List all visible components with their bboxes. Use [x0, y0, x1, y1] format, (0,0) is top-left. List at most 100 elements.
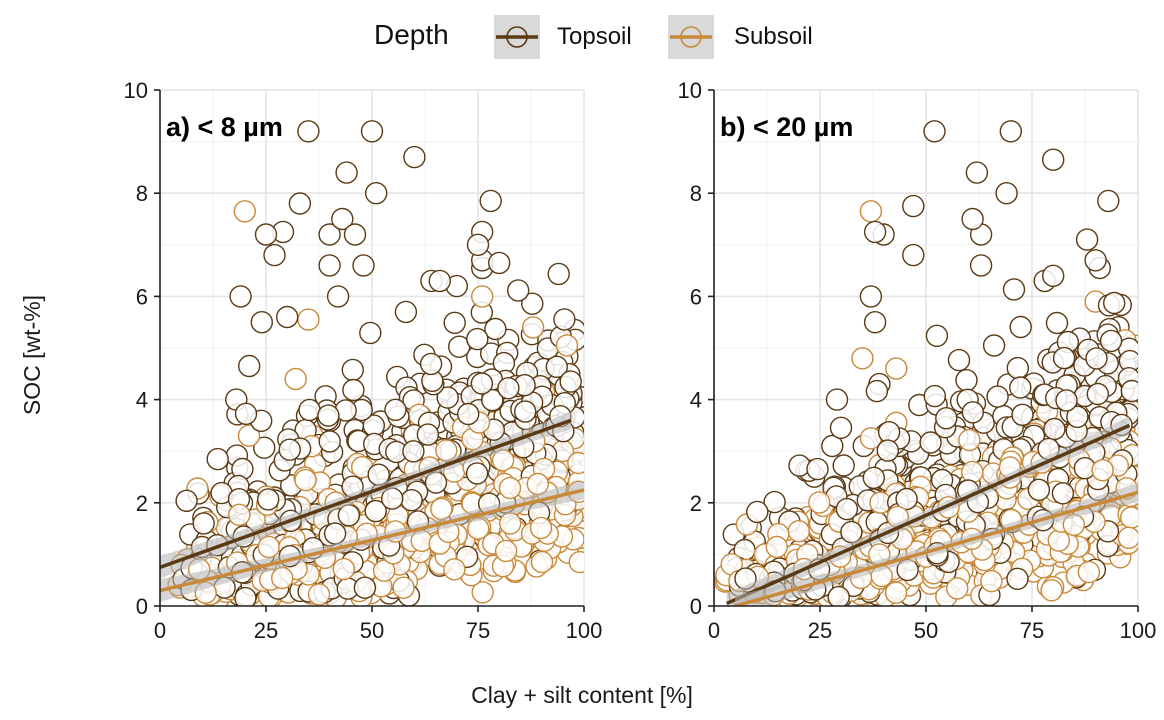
- point-topsoil: [995, 181, 1018, 205]
- point-topsoil: [436, 386, 459, 409]
- points-layer: [714, 120, 1138, 606]
- point-topsoil: [961, 401, 984, 424]
- point-topsoil: [835, 497, 859, 521]
- point-topsoil: [253, 436, 276, 459]
- x-tick-label: 100: [1120, 618, 1157, 643]
- point-topsoil: [278, 438, 301, 461]
- y-tick-label: 10: [124, 78, 148, 103]
- panel-title: b) < 20 µm: [720, 112, 853, 142]
- point-topsoil: [1052, 346, 1076, 370]
- point-topsoil: [466, 233, 490, 257]
- point-subsoil: [859, 200, 883, 223]
- point-topsoil: [342, 378, 365, 402]
- point-topsoil: [263, 243, 286, 267]
- point-subsoil: [443, 558, 466, 581]
- point-topsoil: [547, 262, 570, 286]
- point-topsoil: [1086, 382, 1110, 406]
- point-subsoil: [1040, 579, 1063, 602]
- point-topsoil: [337, 504, 361, 527]
- y-tick-label: 6: [690, 284, 702, 309]
- point-topsoil: [961, 207, 984, 231]
- point-topsoil: [895, 487, 918, 511]
- confidence-band-subsoil: [735, 483, 1138, 606]
- point-subsoil: [332, 557, 355, 581]
- point-topsoil: [1055, 389, 1078, 412]
- legend-key-subsoil: [668, 15, 714, 59]
- point-subsoil: [372, 559, 396, 582]
- point-subsoil: [494, 539, 518, 563]
- point-topsoil: [335, 161, 358, 184]
- x-tick-label: 50: [360, 618, 384, 643]
- point-topsoil: [237, 354, 261, 378]
- point-topsoil: [1120, 379, 1138, 403]
- point-subsoil: [808, 491, 831, 514]
- point-topsoil: [1041, 264, 1065, 287]
- point-topsoil: [394, 300, 418, 324]
- point-topsoil: [999, 120, 1022, 143]
- point-topsoil: [986, 385, 1009, 408]
- point-topsoil: [923, 384, 946, 408]
- point-topsoil: [1097, 189, 1120, 213]
- point-topsoil: [763, 490, 786, 514]
- point-topsoil: [876, 439, 899, 462]
- trend-layer: [160, 411, 584, 602]
- point-subsoil: [284, 367, 307, 391]
- point-topsoil: [1099, 329, 1123, 353]
- point-topsoil: [553, 308, 576, 331]
- point-topsoil: [902, 194, 925, 218]
- x-tick-label: 50: [914, 618, 938, 643]
- point-topsoil: [402, 440, 425, 463]
- point-topsoil: [1084, 249, 1107, 272]
- point-topsoil: [331, 207, 354, 231]
- point-topsoil: [1075, 228, 1099, 251]
- point-topsoil: [276, 305, 299, 329]
- point-topsoil: [443, 311, 466, 334]
- point-topsoil: [360, 120, 384, 143]
- point-subsoil: [233, 200, 257, 223]
- point-topsoil: [1027, 478, 1051, 501]
- point-subsoil: [471, 285, 494, 308]
- point-topsoil: [923, 120, 946, 143]
- point-subsoil: [1117, 526, 1138, 549]
- y-tick-label: 0: [136, 594, 148, 619]
- point-topsoil: [343, 223, 367, 246]
- point-topsoil: [865, 379, 889, 403]
- point-subsoil: [567, 451, 584, 475]
- point-topsoil: [859, 285, 883, 308]
- point-topsoil: [353, 576, 377, 599]
- point-subsoil: [257, 535, 280, 559]
- point-subsoil: [430, 497, 453, 521]
- point-topsoil: [234, 586, 257, 606]
- point-topsoil: [902, 243, 925, 267]
- legend: Depth Topsoil Subsoil: [374, 15, 813, 59]
- point-subsoil: [529, 516, 553, 540]
- point-topsoil: [419, 352, 443, 376]
- y-tick-label: 4: [136, 388, 148, 413]
- point-topsoil: [1051, 482, 1075, 505]
- x-tick-label: 0: [154, 618, 166, 643]
- point-topsoil: [832, 454, 855, 477]
- point-subsoil: [980, 569, 1003, 593]
- y-tick-label: 2: [136, 491, 148, 516]
- legend-label-subsoil: Subsoil: [734, 23, 813, 50]
- point-topsoil: [829, 416, 853, 439]
- point-topsoil: [403, 145, 426, 169]
- point-topsoil: [341, 358, 364, 382]
- x-axis-title: Clay + silt content [%]: [471, 682, 693, 708]
- point-topsoil: [317, 404, 340, 427]
- point-topsoil: [323, 522, 347, 545]
- point-topsoil: [206, 447, 229, 471]
- point-topsoil: [352, 254, 375, 277]
- point-topsoil: [821, 434, 844, 458]
- point-topsoil: [1011, 403, 1034, 426]
- x-tick-label: 0: [708, 618, 720, 643]
- x-tick-label: 75: [1020, 618, 1044, 643]
- point-topsoil: [559, 370, 582, 393]
- y-tick-label: 8: [690, 181, 702, 206]
- point-topsoil: [457, 402, 480, 426]
- point-subsoil: [307, 583, 331, 606]
- point-topsoil: [1043, 417, 1066, 441]
- point-subsoil: [392, 576, 415, 599]
